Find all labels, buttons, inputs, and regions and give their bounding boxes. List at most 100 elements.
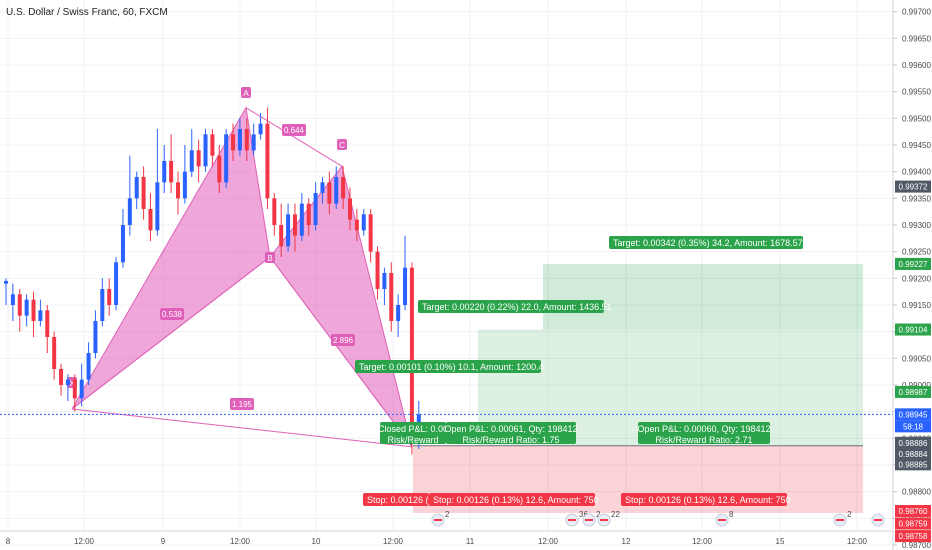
candles	[4, 107, 421, 455]
candle-body	[65, 379, 70, 385]
pattern-point-a: A	[243, 89, 249, 98]
target-label-2-bg	[418, 300, 604, 313]
candle-body	[169, 161, 174, 183]
event-count: 2	[445, 510, 450, 519]
price-badge: 0.98886	[899, 439, 928, 448]
stop-label-3: Stop: 0.00126 (0.13%) 12.6, Amount: 750	[625, 495, 791, 505]
event-count: 2	[596, 510, 601, 519]
stop-label-2: Stop: 0.00126 (0.13%) 12.6, Amount: 750	[433, 495, 599, 505]
candle-body	[231, 134, 236, 151]
pattern-point-b: B	[267, 254, 272, 263]
candle-body	[196, 150, 201, 167]
candle-body	[182, 171, 187, 199]
price-tick-label: 0.98700	[902, 541, 931, 550]
candle-body	[162, 161, 167, 183]
time-tick-label: 11	[466, 537, 475, 546]
pattern-point-x: X	[69, 379, 75, 388]
price-badge: 58:18	[903, 422, 924, 431]
price-tick-label: 0.99400	[902, 168, 931, 177]
flag-stripe	[874, 519, 882, 521]
price-tick-label: 0.99150	[902, 301, 931, 310]
xabcd-pattern[interactable]: X A B C 0.644 0.538 2.896 1.195	[67, 87, 413, 448]
stop-label-3-bg	[621, 493, 787, 506]
candle-body	[120, 225, 125, 263]
pattern-point-c: C	[339, 141, 345, 150]
candle-body	[189, 150, 194, 172]
price-tick-label: 0.99200	[902, 274, 931, 283]
target-label-2: Target: 0.00220 (0.22%) 22.0, Amount: 14…	[422, 302, 612, 312]
event-icon	[871, 513, 885, 527]
time-tick-label: 12:00	[230, 537, 251, 546]
candle-body	[354, 219, 359, 231]
candle-body	[86, 353, 91, 380]
price-tick-label: 0.99350	[902, 194, 931, 203]
time-tick-label: 12	[622, 537, 631, 546]
target-label-3: Target: 0.00342 (0.35%) 34.2, Amount: 16…	[613, 238, 803, 248]
candle-body	[24, 299, 29, 316]
candle-body	[382, 273, 387, 289]
price-badge-bg	[895, 517, 931, 530]
candle-body	[203, 134, 208, 167]
profit-zone-3	[543, 263, 863, 330]
candle-body	[368, 214, 373, 252]
candle-body	[299, 203, 304, 236]
candle-body	[272, 198, 277, 225]
pattern-point-a-bg	[241, 87, 251, 98]
candle-body	[396, 305, 401, 321]
flag-stripe	[585, 519, 593, 521]
candle-body	[361, 214, 366, 231]
candle-body	[114, 262, 119, 305]
pattern-ratio-label: 0.644	[284, 126, 305, 135]
pattern-ratio-label: 1.195	[232, 400, 253, 409]
pnl-label-1-bg	[380, 422, 446, 444]
event-count: 2	[847, 510, 852, 519]
candle-body	[265, 123, 270, 199]
price-tick-label: 0.99300	[902, 221, 931, 230]
position-labels[interactable]: Target: 0.00342 (0.35%) 34.2, Amount: 16…	[355, 236, 803, 506]
price-tick-label: 0.99600	[902, 61, 931, 70]
candle-body	[210, 134, 215, 156]
flag-stripe	[600, 519, 608, 521]
event-icons[interactable]: 2 36 2 22 8 2	[431, 510, 907, 527]
price-badge: 0.99104	[899, 326, 928, 335]
pattern-point-c-bg	[337, 139, 347, 150]
time-tick-label: 8	[6, 537, 11, 546]
pattern-point-b-bg	[265, 252, 275, 263]
pattern-ratio-bg	[331, 334, 355, 346]
pattern-ratio-bg	[160, 308, 184, 320]
stop-label-2-bg	[429, 493, 595, 506]
candle-body	[38, 310, 43, 321]
target-label-3-bg	[609, 236, 803, 249]
candle-body	[31, 299, 36, 321]
pattern-line-xb	[71, 256, 271, 410]
price-badge: 0.99227	[899, 260, 928, 269]
time-tick-label: 12:00	[383, 537, 404, 546]
event-icon: 22	[597, 510, 620, 527]
flag-stripe	[568, 519, 576, 521]
candle-body	[93, 321, 98, 353]
candle-body	[79, 379, 84, 399]
price-tick-label: 0.98800	[902, 488, 931, 497]
pattern-ratio-label: 2.896	[333, 336, 354, 345]
price-tick-label: 0.99050	[902, 354, 931, 363]
pattern-line-xd	[71, 408, 413, 448]
price-badge: 0.98760	[899, 507, 928, 516]
chart-title: U.S. Dollar / Swiss Franc, 60, FXCM	[6, 7, 168, 18]
price-badge-bg	[895, 385, 931, 398]
price-badge-bg	[895, 436, 931, 449]
candle-body	[327, 182, 332, 204]
price-axis[interactable]: 0.99700 0.99650 0.99600 0.99550 0.99500 0.994…	[892, 0, 932, 550]
time-axis[interactable]: 8 12:00 9 12:00 10 12:00 11 12:00 12 12:00 15 12:00	[0, 530, 893, 546]
candle-body	[4, 281, 8, 284]
pattern-line-bd	[269, 256, 413, 448]
pattern-ratio-label: 0.538	[162, 310, 183, 319]
time-tick-label: 10	[312, 537, 321, 546]
candle-body	[59, 369, 64, 385]
price-badge: 0.98759	[899, 520, 928, 529]
stop-label-1: Stop: 0.00126 (0	[367, 495, 434, 505]
price-badge: 0.98987	[899, 388, 928, 397]
price-badge: 0.98885	[899, 460, 928, 469]
candle-body	[72, 379, 77, 399]
pnl-label-2-bg	[446, 422, 576, 444]
